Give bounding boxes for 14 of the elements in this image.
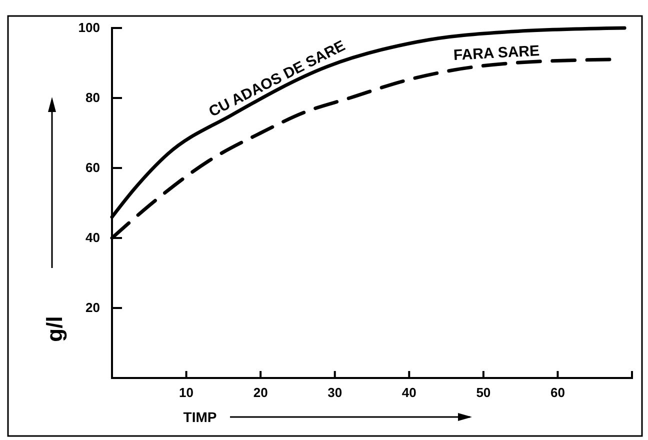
y-tick-label: 60 xyxy=(86,160,100,176)
y-tick-label: 80 xyxy=(86,90,100,106)
series-label: FARA SARE xyxy=(453,42,540,64)
y-axis-title: g/l xyxy=(42,316,67,342)
y-tick-label: 100 xyxy=(78,20,100,36)
x-tick-label: 40 xyxy=(402,385,416,400)
x-tick-label: 30 xyxy=(328,385,342,400)
x-tick-label: 60 xyxy=(550,385,565,400)
x-tick-label: 10 xyxy=(179,385,194,400)
x-tick-label: 20 xyxy=(253,385,268,400)
x-tick-label: 50 xyxy=(476,385,491,400)
y-tick-label: 20 xyxy=(86,300,100,316)
y-tick-label: 40 xyxy=(86,230,100,246)
x-axis-title: TIMP xyxy=(183,409,217,425)
